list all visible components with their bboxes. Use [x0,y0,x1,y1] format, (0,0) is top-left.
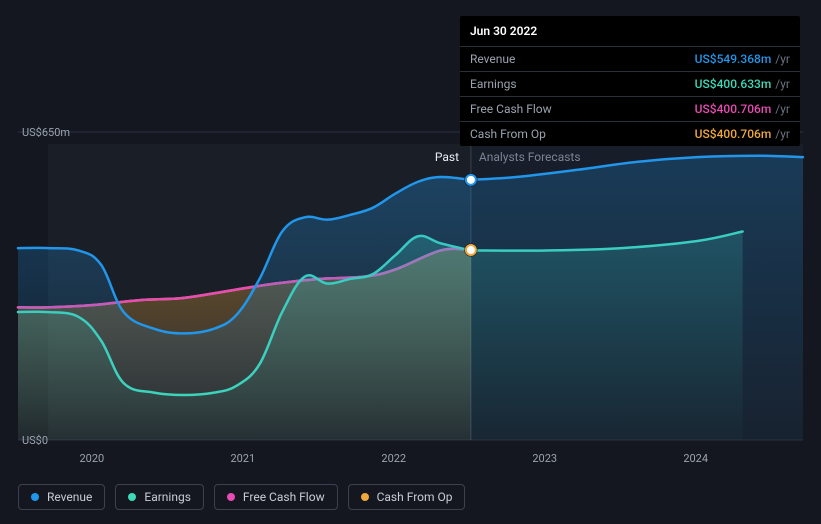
tooltip-date: Jun 30 2022 [460,16,800,47]
tooltip-row-value: US$400.706m [695,127,772,141]
legend-item-label: Free Cash Flow [243,490,325,504]
y-axis-min-label: US$0 [22,434,48,447]
legend-item-earnings[interactable]: Earnings [115,484,204,510]
past-region-label: Past [435,150,459,164]
x-axis-tick-label: 2022 [381,452,406,465]
tooltip-row: RevenueUS$549.368m/yr [460,47,800,72]
financials-chart: US$650m US$0 Past Analysts Forecasts 202… [0,0,821,524]
legend-item-free-cash-flow[interactable]: Free Cash Flow [214,484,338,510]
chart-legend: Revenue Earnings Free Cash Flow Cash From O… [18,484,465,510]
tooltip-row-unit: /yr [775,102,790,116]
y-axis-max-label: US$650m [22,126,70,139]
tooltip-row-value: US$400.706m [695,102,772,116]
forecast-region-label: Analysts Forecasts [479,150,581,164]
legend-item-label: Earnings [144,490,191,504]
x-axis-tick-label: 2020 [79,452,104,465]
tooltip-row-label: Cash From Op [470,127,695,141]
x-axis-tick-label: 2023 [532,452,557,465]
tooltip-row-unit: /yr [775,77,790,91]
legend-dot-icon [128,493,136,501]
chart-tooltip: Jun 30 2022 RevenueUS$549.368m/yrEarning… [460,16,800,146]
legend-dot-icon [227,493,235,501]
x-axis-tick-label: 2024 [683,452,708,465]
x-axis-tick-label: 2021 [230,452,255,465]
tooltip-row-value: US$400.633m [695,77,772,91]
tooltip-row-label: Earnings [470,77,695,91]
tooltip-row-label: Revenue [470,52,695,66]
legend-item-label: Revenue [47,490,92,504]
legend-item-label: Cash From Op [377,490,453,504]
legend-item-cash-from-op[interactable]: Cash From Op [348,484,466,510]
tooltip-row-unit: /yr [775,52,790,66]
tooltip-row: EarningsUS$400.633m/yr [460,72,800,97]
legend-dot-icon [361,493,369,501]
tooltip-row: Free Cash FlowUS$400.706m/yr [460,97,800,122]
legend-item-revenue[interactable]: Revenue [18,484,105,510]
tooltip-row-unit: /yr [775,127,790,141]
legend-dot-icon [31,493,39,501]
tooltip-row-label: Free Cash Flow [470,102,695,116]
tooltip-row-value: US$549.368m [695,52,772,66]
tooltip-row: Cash From OpUS$400.706m/yr [460,122,800,146]
